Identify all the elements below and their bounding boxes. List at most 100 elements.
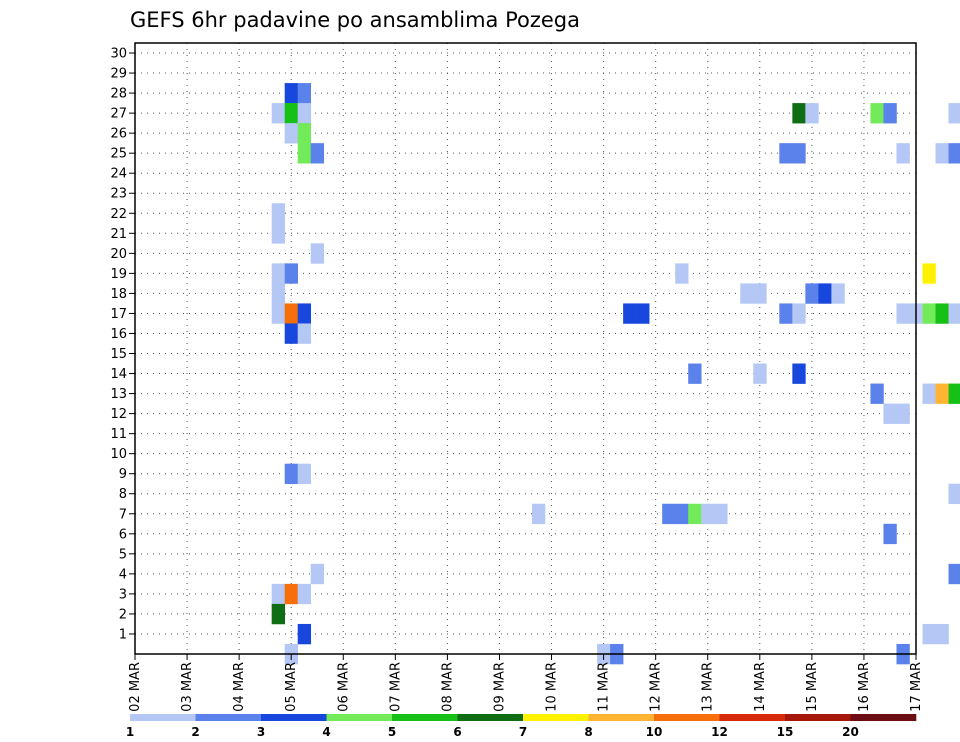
heatmap-cell: [284, 263, 299, 284]
heatmap-cell: [792, 363, 806, 384]
x-tick-label: 12 MAR: [649, 662, 664, 712]
x-tick-label: 02 MAR: [128, 662, 143, 712]
colorbar-tick-label: 7: [519, 725, 527, 739]
heatmap-cell: [831, 283, 845, 304]
x-tick-label: 04 MAR: [232, 662, 247, 712]
heatmap-cell: [297, 623, 312, 645]
heatmap-cell: [271, 303, 285, 324]
y-tick-label: 30: [110, 47, 127, 62]
y-tick-label: 4: [119, 567, 127, 582]
heatmap-cell: [310, 563, 325, 585]
colorbar: 1 2 3 4 5 6 7 8 10 12 15 20: [126, 714, 917, 739]
y-tick-label: 28: [110, 87, 127, 102]
colorbar-tick-label: 1: [126, 725, 134, 739]
heatmap-cells: [271, 83, 960, 665]
y-tick-label: 1: [119, 627, 127, 642]
colorbar-segment: [392, 714, 458, 721]
heatmap-cell: [310, 143, 325, 164]
y-tick-label: 16: [110, 327, 127, 342]
heatmap-cell: [870, 103, 884, 124]
heatmap-cell: [740, 283, 754, 304]
heatmap-cell: [805, 283, 819, 304]
y-tick-label: 15: [110, 347, 127, 362]
heatmap-cell: [297, 103, 312, 124]
x-tick-label: 07 MAR: [388, 662, 403, 712]
heatmap-cell: [883, 403, 897, 424]
heatmap-cell: [948, 303, 960, 324]
y-tick-label: 3: [119, 587, 127, 602]
x-tick-label: 14 MAR: [753, 662, 768, 712]
heatmap-cell: [297, 123, 312, 144]
heatmap-cell: [701, 503, 715, 525]
colorbar-segment: [588, 714, 655, 721]
x-tick-label: 08 MAR: [440, 662, 455, 712]
heatmap-cell: [948, 383, 960, 404]
y-tick-label: 12: [110, 407, 127, 422]
heatmap-cell: [896, 403, 910, 424]
y-tick-label: 22: [110, 207, 127, 222]
colorbar-segment: [195, 714, 262, 721]
y-tick-label: 27: [110, 107, 127, 122]
colorbar-tick-label: 4: [322, 725, 330, 739]
y-tick-label: 18: [110, 287, 127, 302]
heatmap-cell: [948, 143, 960, 164]
y-tick-label: 5: [119, 547, 127, 562]
heatmap-cell: [896, 143, 910, 164]
heatmap-cell: [948, 483, 960, 505]
heatmap-cell: [271, 203, 285, 224]
y-tick-label: 25: [110, 147, 127, 162]
heatmap-cell: [271, 603, 285, 625]
heatmap-cell: [688, 503, 702, 525]
x-tick-label: 09 MAR: [492, 662, 507, 712]
y-tick-label: 10: [110, 447, 127, 462]
heatmap-cell: [779, 143, 793, 164]
heatmap-cell: [284, 103, 299, 124]
heatmap-cell: [284, 303, 299, 324]
y-tick-label: 24: [110, 167, 127, 182]
x-tick-label: 06 MAR: [336, 662, 351, 712]
heatmap-cell: [805, 103, 819, 124]
colorbar-segment: [457, 714, 524, 721]
x-tick-label: 10 MAR: [545, 662, 560, 712]
heatmap-cell: [922, 383, 936, 404]
grid-lines: [135, 43, 916, 654]
y-tick-label: 7: [119, 507, 127, 522]
x-tick-label: 17 MAR: [909, 662, 924, 712]
heatmap-cell: [297, 83, 312, 104]
heatmap-cell: [532, 503, 546, 525]
y-tick-label: 19: [110, 267, 127, 282]
heatmap-cell: [297, 143, 312, 164]
colorbar-tick-label: 8: [584, 725, 592, 739]
heatmap-cell: [675, 263, 689, 284]
x-tick-label: 05 MAR: [284, 662, 299, 712]
heatmap-cell: [271, 103, 285, 124]
heatmap-cell: [935, 303, 949, 324]
heatmap-cell: [297, 323, 312, 344]
heatmap-cell: [883, 103, 897, 124]
x-tick-label: 16 MAR: [857, 662, 872, 712]
y-tick-label: 9: [119, 467, 127, 482]
heatmap-cell: [714, 503, 728, 525]
colorbar-segment: [785, 714, 851, 721]
y-tick-label: 17: [110, 307, 127, 322]
x-tick-label: 03 MAR: [180, 662, 195, 712]
heatmap-cell: [297, 463, 312, 485]
colorbar-segment: [261, 714, 327, 721]
colorbar-segment: [523, 714, 589, 721]
y-tick-label: 8: [119, 487, 127, 502]
heatmap-cell: [792, 103, 806, 124]
y-tick-label: 26: [110, 127, 127, 142]
heatmap-cell: [818, 283, 832, 304]
heatmap-cell: [310, 243, 325, 264]
heatmap-cell: [623, 303, 637, 324]
heatmap-cell: [675, 503, 689, 525]
heatmap-cell: [935, 383, 949, 404]
heatmap-cell: [284, 123, 299, 144]
colorbar-segment: [654, 714, 720, 721]
heatmap-cell: [922, 623, 936, 645]
heatmap-cell: [779, 303, 793, 324]
heatmap-cell: [271, 263, 285, 284]
y-tick-label: 21: [110, 227, 127, 242]
y-tick-label: 29: [110, 67, 127, 82]
